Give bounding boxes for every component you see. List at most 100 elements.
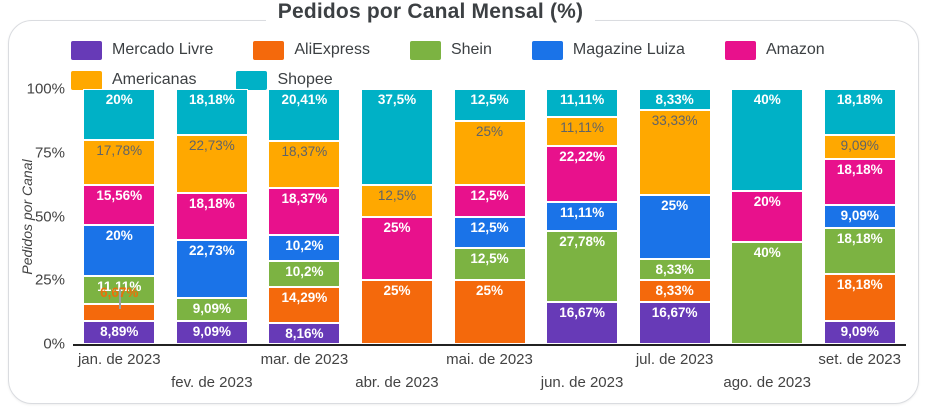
legend: Mercado Livre AliExpress Shein Magazine Lui… bbox=[71, 35, 865, 95]
segment-label: 17,78% bbox=[96, 143, 143, 159]
segment-shopee-abr-de-2023[interactable]: 37,5% bbox=[360, 89, 433, 185]
segment-label: 25% bbox=[476, 123, 504, 139]
segment-label: 10,2% bbox=[285, 263, 324, 279]
segment-aliexpress-mai-de-2023[interactable]: 25% bbox=[453, 280, 526, 344]
segment-label: 33,33% bbox=[651, 113, 698, 129]
segment-amazon-ago-de-2023[interactable]: 20% bbox=[731, 191, 804, 242]
segment-shein-mar-de-2023[interactable]: 10,2% bbox=[268, 260, 341, 287]
segment-label: 8,33% bbox=[655, 92, 694, 108]
legend-item-magazine-luiza[interactable]: Magazine Luiza bbox=[531, 40, 685, 60]
segment-amazon-jan-de-2023[interactable]: 15,56% bbox=[83, 185, 156, 226]
legend-item-americanas[interactable]: Americanas bbox=[71, 70, 196, 90]
segment-shopee-set-de-2023[interactable]: 18,18% bbox=[823, 89, 896, 136]
y-axis-tick-50: 50% bbox=[34, 208, 65, 225]
segment-americanas-mai-de-2023[interactable]: 25% bbox=[453, 120, 526, 185]
segment-shein-set-de-2023[interactable]: 18,18% bbox=[823, 228, 896, 275]
segment-aliexpress-set-de-2023[interactable]: 18,18% bbox=[823, 274, 896, 321]
legend-item-mercado-livre[interactable]: Mercado Livre bbox=[71, 40, 213, 60]
segment-label: 14,29% bbox=[281, 289, 328, 305]
segment-magazine-luiza-mar-de-2023[interactable]: 10,2% bbox=[268, 234, 341, 261]
stacked-bar-jul-de-2023: 16,67% 8,33% 8,33% 25% 33,33% 8,33% bbox=[638, 89, 711, 344]
segment-mercado-livre-jul-de-2023[interactable]: 16,67% bbox=[638, 301, 711, 344]
legend-swatch-icon bbox=[409, 40, 441, 60]
x-axis-label-fev-de-2023: fev. de 2023 bbox=[171, 374, 253, 391]
segment-magazine-luiza-jan-de-2023[interactable]: 20% bbox=[83, 225, 156, 277]
legend-item-shein[interactable]: Shein bbox=[409, 40, 492, 60]
segment-mercado-livre-jun-de-2023[interactable]: 16,67% bbox=[546, 301, 619, 344]
segment-americanas-jan-de-2023[interactable]: 17,78% bbox=[83, 140, 156, 186]
legend-item-shopee[interactable]: Shopee bbox=[236, 70, 333, 90]
segment-label: 8,89% bbox=[100, 324, 139, 340]
segment-americanas-jun-de-2023[interactable]: 11,11% bbox=[546, 117, 619, 146]
segment-mercado-livre-set-de-2023[interactable]: 9,09% bbox=[823, 320, 896, 344]
segment-shopee-ago-de-2023[interactable]: 40% bbox=[731, 89, 804, 191]
segment-label: 18,18% bbox=[188, 92, 235, 108]
chart-title-wrap: Pedidos por Canal Mensal (%) bbox=[0, 0, 927, 24]
x-axis-label-abr-de-2023: abr. de 2023 bbox=[355, 374, 439, 391]
segment-shein-fev-de-2023[interactable]: 9,09% bbox=[175, 297, 248, 321]
segment-shopee-mar-de-2023[interactable]: 20,41% bbox=[268, 89, 341, 142]
segment-americanas-set-de-2023[interactable]: 9,09% bbox=[823, 135, 896, 159]
segment-shopee-fev-de-2023[interactable]: 18,18% bbox=[175, 89, 248, 136]
segment-magazine-luiza-jul-de-2023[interactable]: 25% bbox=[638, 195, 711, 260]
bar-column-jul-de-2023: 16,67% 8,33% 8,33% 25% 33,33% 8,33% bbox=[628, 89, 721, 344]
segment-label: 11,11% bbox=[559, 205, 605, 221]
segment-label: 11,11% bbox=[559, 92, 605, 108]
segment-shopee-jan-de-2023[interactable]: 20% bbox=[83, 89, 156, 141]
segment-aliexpress-mar-de-2023[interactable]: 14,29% bbox=[268, 286, 341, 324]
segment-magazine-luiza-mai-de-2023[interactable]: 12,5% bbox=[453, 216, 526, 249]
segment-aliexpress-abr-de-2023[interactable]: 25% bbox=[360, 280, 433, 344]
segment-amazon-mai-de-2023[interactable]: 12,5% bbox=[453, 184, 526, 217]
segment-magazine-luiza-fev-de-2023[interactable]: 22,73% bbox=[175, 239, 248, 298]
segment-label: 27,78% bbox=[559, 233, 605, 249]
segment-label: 22,73% bbox=[188, 138, 235, 154]
segment-label: 18,37% bbox=[281, 190, 328, 206]
x-axis-label-ago-de-2023: ago. de 2023 bbox=[723, 374, 811, 391]
segment-mercado-livre-fev-de-2023[interactable]: 9,09% bbox=[175, 320, 248, 344]
segment-americanas-jul-de-2023[interactable]: 33,33% bbox=[638, 110, 711, 196]
y-axis-tick-75: 75% bbox=[34, 144, 65, 162]
segment-amazon-set-de-2023[interactable]: 18,18% bbox=[823, 158, 896, 205]
bar-column-jan-de-2023: 8,89% 6,67% 11,11% 20% 15,56% 17,78% 20% bbox=[73, 89, 166, 344]
segment-shein-jun-de-2023[interactable]: 27,78% bbox=[546, 230, 619, 302]
legend-swatch-icon bbox=[531, 40, 563, 60]
segment-label: 12,5% bbox=[470, 251, 509, 267]
segment-label: 25% bbox=[476, 283, 504, 299]
segment-mercado-livre-jan-de-2023[interactable]: 8,89% bbox=[83, 321, 156, 344]
segment-label: 20% bbox=[753, 194, 781, 209]
segment-amazon-mar-de-2023[interactable]: 18,37% bbox=[268, 187, 341, 235]
segment-americanas-mar-de-2023[interactable]: 18,37% bbox=[268, 141, 341, 188]
segment-outside-label: 6,67% bbox=[100, 285, 139, 301]
segment-label: 11,11% bbox=[97, 279, 142, 295]
x-axis-label-set-de-2023: set. de 2023 bbox=[818, 351, 902, 368]
segment-label: 25% bbox=[383, 219, 411, 235]
segment-label: 18,18% bbox=[836, 161, 883, 177]
segment-americanas-fev-de-2023[interactable]: 22,73% bbox=[175, 135, 248, 194]
stacked-bar-abr-de-2023: 25% 25% 12,5% 37,5% bbox=[360, 89, 433, 344]
segment-amazon-jun-de-2023[interactable]: 22,22% bbox=[546, 145, 619, 203]
segment-label: 12,5% bbox=[470, 219, 509, 235]
segment-label: 20% bbox=[105, 92, 133, 108]
segment-shopee-jul-de-2023[interactable]: 8,33% bbox=[638, 89, 711, 111]
segment-shopee-mai-de-2023[interactable]: 12,5% bbox=[453, 89, 526, 121]
segment-amazon-abr-de-2023[interactable]: 25% bbox=[360, 216, 433, 281]
segment-label: 18,37% bbox=[281, 144, 328, 160]
segment-aliexpress-jan-de-2023[interactable]: 6,67% bbox=[83, 285, 156, 322]
segment-label: 11,11% bbox=[560, 120, 604, 136]
segment-magazine-luiza-set-de-2023[interactable]: 9,09% bbox=[823, 204, 896, 229]
legend-label: Shein bbox=[450, 41, 492, 58]
segment-americanas-abr-de-2023[interactable]: 12,5% bbox=[360, 184, 433, 217]
segment-label: 40% bbox=[753, 245, 781, 260]
bar-column-mar-de-2023: 8,16% 14,29% 10,2% 10,2% 18,37% 18,37% 20,41% bbox=[258, 89, 351, 344]
legend-item-amazon[interactable]: Amazon bbox=[724, 40, 825, 60]
segment-shein-ago-de-2023[interactable]: 40% bbox=[731, 242, 804, 344]
segment-shein-mai-de-2023[interactable]: 12,5% bbox=[453, 248, 526, 281]
legend-item-aliexpress[interactable]: AliExpress bbox=[253, 40, 370, 60]
segment-mercado-livre-mar-de-2023[interactable]: 8,16% bbox=[268, 323, 341, 344]
segment-aliexpress-jul-de-2023[interactable]: 8,33% bbox=[638, 280, 711, 302]
segment-magazine-luiza-jun-de-2023[interactable]: 11,11% bbox=[546, 202, 619, 231]
segment-shopee-jun-de-2023[interactable]: 11,11% bbox=[546, 89, 619, 118]
segment-shein-jul-de-2023[interactable]: 8,33% bbox=[638, 259, 711, 281]
segment-amazon-fev-de-2023[interactable]: 18,18% bbox=[175, 193, 248, 240]
chart-card: Mercado Livre AliExpress Shein Magazine Lui… bbox=[8, 20, 919, 404]
